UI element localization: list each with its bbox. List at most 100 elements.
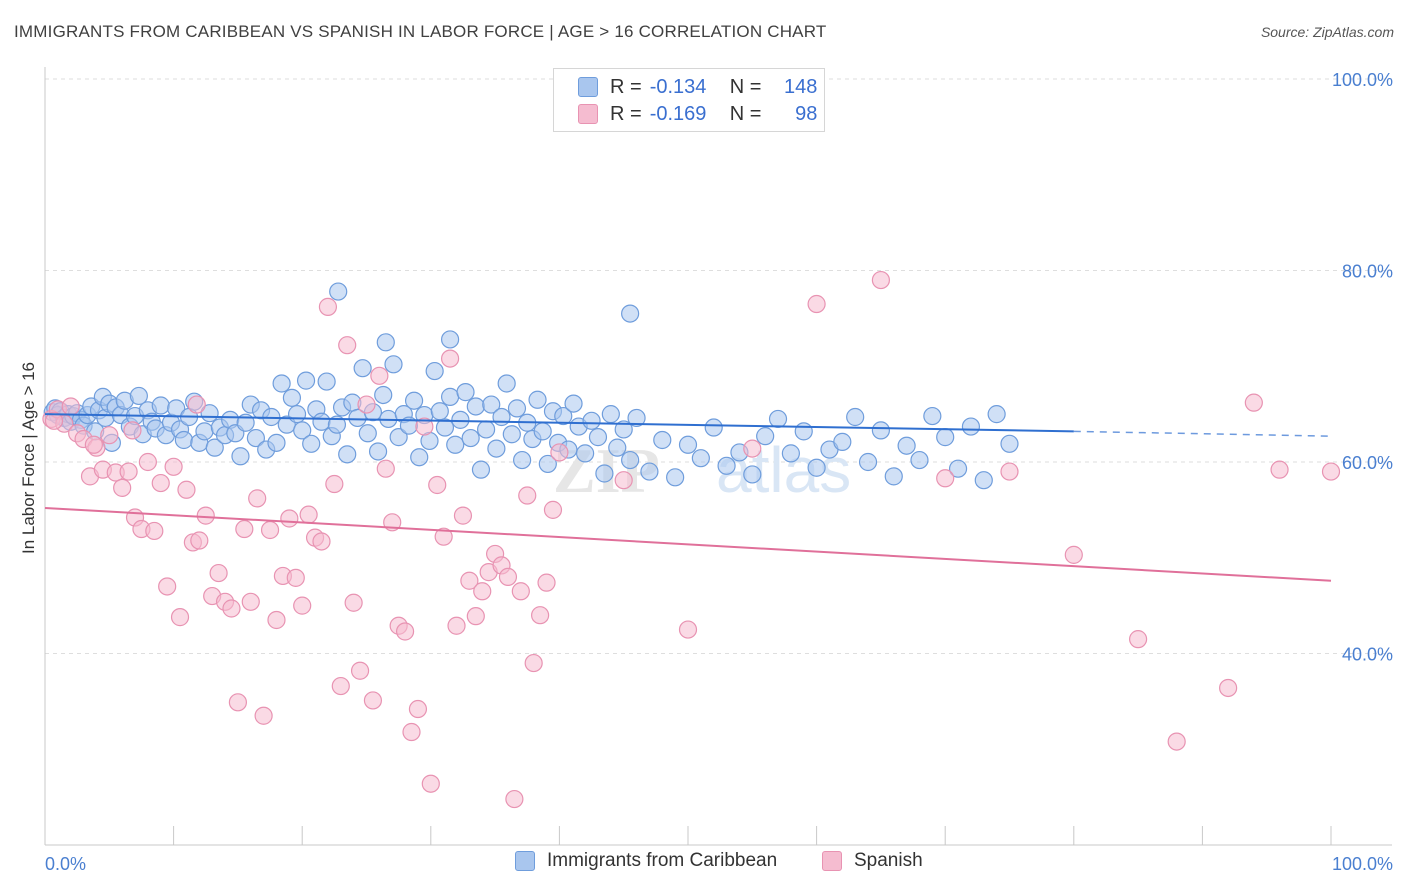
spanish-point bbox=[286, 568, 305, 587]
caribbean-point bbox=[704, 418, 723, 437]
caribbean-swatch bbox=[578, 77, 598, 97]
spanish-point bbox=[325, 474, 344, 494]
r-key: R = bbox=[610, 75, 642, 98]
caribbean-point bbox=[338, 445, 357, 464]
y-tick-label: 40.0% bbox=[1342, 645, 1393, 665]
spanish-point bbox=[1000, 462, 1019, 481]
caribbean-point bbox=[614, 420, 633, 439]
caribbean-point bbox=[492, 407, 511, 427]
caribbean-point bbox=[564, 394, 583, 413]
spanish-point bbox=[158, 577, 177, 596]
caribbean-point bbox=[910, 450, 929, 470]
caribbean-point bbox=[987, 405, 1006, 424]
spanish-point bbox=[61, 397, 80, 416]
caribbean-point bbox=[404, 391, 424, 410]
r-value: -0.134 bbox=[649, 75, 707, 98]
x-tick-label: 0.0% bbox=[45, 854, 86, 874]
stats-legend-row-caribbean: R = -0.134 N = 148 bbox=[554, 74, 817, 100]
caribbean-point bbox=[653, 430, 672, 450]
spanish-point bbox=[209, 563, 228, 583]
bottom-legend: Immigrants from Caribbean Spanish bbox=[0, 850, 1406, 878]
spanish-point bbox=[260, 520, 280, 540]
caribbean-point bbox=[961, 417, 981, 436]
series-spanish-points bbox=[42, 270, 1341, 809]
caribbean-point bbox=[871, 421, 891, 440]
spanish-point bbox=[267, 610, 286, 630]
caribbean-trend-line bbox=[44, 413, 1074, 433]
caribbean-point bbox=[507, 399, 527, 418]
chart-title: IMMIGRANTS FROM CARIBBEAN VS SPANISH IN … bbox=[14, 22, 827, 41]
caribbean-point bbox=[267, 433, 286, 452]
spanish-point bbox=[550, 443, 569, 462]
spanish-legend-swatch bbox=[822, 851, 842, 871]
caribbean-point bbox=[717, 456, 736, 475]
caribbean-point bbox=[205, 438, 224, 457]
spanish-point bbox=[428, 475, 447, 495]
spanish-point bbox=[318, 297, 338, 316]
caribbean-point bbox=[282, 388, 302, 407]
caribbean-point bbox=[743, 465, 762, 484]
y-axis-label: In Labor Force | Age > 16 bbox=[19, 362, 38, 554]
caribbean-point bbox=[768, 409, 788, 429]
caribbean-point bbox=[948, 459, 968, 478]
spanish-point bbox=[408, 699, 428, 719]
spanish-point bbox=[511, 582, 530, 601]
caribbean-point bbox=[327, 415, 347, 434]
caribbean-point bbox=[974, 471, 993, 490]
spanish-point bbox=[293, 596, 312, 615]
caribbean-point bbox=[621, 450, 640, 470]
spanish-point bbox=[1064, 545, 1083, 564]
n-key: N = bbox=[729, 75, 762, 98]
spanish-point bbox=[228, 693, 247, 712]
caribbean-point bbox=[846, 407, 865, 427]
caribbean-point bbox=[368, 442, 388, 461]
caribbean-point bbox=[461, 428, 480, 448]
spanish-point bbox=[145, 521, 164, 541]
spanish-point bbox=[113, 478, 132, 497]
spanish-point bbox=[1167, 732, 1186, 751]
caribbean-point bbox=[538, 454, 557, 474]
spanish-point bbox=[466, 607, 485, 626]
spanish-point bbox=[543, 500, 563, 519]
caribbean-point bbox=[246, 428, 266, 448]
caribbean-point bbox=[833, 432, 852, 451]
caribbean-point bbox=[794, 422, 813, 441]
caribbean-point bbox=[174, 430, 193, 450]
spanish-point bbox=[151, 473, 170, 493]
spanish-point bbox=[100, 426, 119, 445]
y-tick-label: 80.0% bbox=[1342, 262, 1393, 282]
spanish-point bbox=[1219, 678, 1238, 698]
caribbean-point bbox=[466, 397, 485, 416]
spanish-point bbox=[44, 411, 64, 430]
spanish-point bbox=[415, 417, 434, 436]
spanish-point bbox=[222, 599, 241, 618]
caribbean-point bbox=[293, 421, 312, 440]
axes bbox=[44, 67, 1392, 846]
caribbean-point bbox=[666, 468, 685, 487]
spanish-point bbox=[299, 505, 318, 524]
caribbean-point bbox=[151, 396, 170, 415]
caribbean-point bbox=[576, 444, 595, 463]
caribbean-point bbox=[601, 405, 620, 424]
caribbean-point bbox=[1000, 434, 1019, 453]
y-tick-label: 60.0% bbox=[1342, 453, 1393, 473]
spanish-point bbox=[1270, 460, 1289, 479]
caribbean-point bbox=[287, 405, 307, 424]
spanish-point bbox=[331, 676, 350, 696]
caribbean-point bbox=[435, 418, 455, 437]
trend-lines bbox=[44, 413, 1332, 582]
spanish-point bbox=[421, 774, 440, 793]
caribbean-point bbox=[410, 448, 429, 467]
caribbean-point bbox=[621, 304, 640, 323]
spanish-point bbox=[363, 691, 383, 710]
caribbean-point bbox=[471, 460, 491, 479]
caribbean-point bbox=[502, 425, 521, 444]
caribbean-point bbox=[608, 438, 627, 457]
caribbean-point bbox=[513, 450, 532, 470]
caribbean-point bbox=[302, 434, 321, 453]
spanish-point bbox=[123, 421, 142, 440]
spanish-point bbox=[138, 452, 157, 472]
spanish-point bbox=[871, 270, 891, 290]
spanish-point bbox=[119, 462, 138, 481]
spanish-point bbox=[395, 622, 415, 641]
